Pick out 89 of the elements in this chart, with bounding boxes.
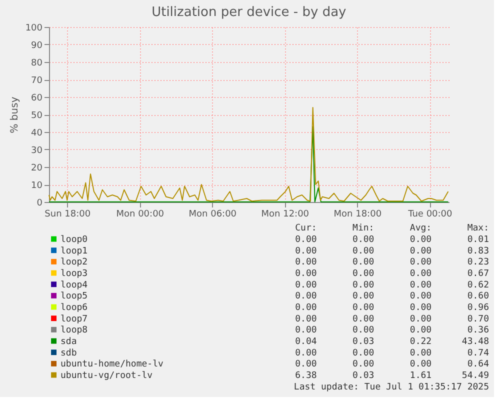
legend-label: loop1 (60, 246, 88, 256)
text: 0.00 (410, 292, 432, 302)
text: 0.70 (467, 314, 489, 324)
text: 0.00 (352, 280, 374, 290)
text: 0.00 (410, 360, 432, 370)
text: 0.62 (467, 280, 489, 290)
x-tick-label: Sun 18:00 (44, 210, 91, 220)
y-tick-label: 70 (31, 76, 43, 86)
legend-label: loop6 (60, 303, 88, 313)
text: 0.00 (352, 314, 374, 324)
text: 0.00 (352, 235, 374, 245)
text: 0.74 (467, 348, 489, 358)
text: 0.00 (410, 235, 432, 245)
y-tick-label: 50 (31, 111, 43, 121)
text: 0.04 (295, 337, 317, 347)
text: 0.00 (295, 348, 317, 358)
text: 0.01 (467, 235, 489, 245)
y-tick-label: 20 (31, 164, 43, 174)
text: 0.00 (352, 269, 374, 279)
text: 0.00 (295, 235, 317, 245)
legend-label: sda (60, 337, 77, 347)
legend-label: loop2 (60, 258, 88, 268)
text: 0.00 (295, 246, 317, 256)
legend-label: sdb (60, 348, 77, 358)
y-tick-label: 90 (31, 41, 43, 51)
x-tick-label: Mon 06:00 (188, 210, 237, 220)
text: 0.00 (295, 292, 317, 302)
x-tick-label: Mon 18:00 (334, 210, 382, 220)
y-tick-label: 30 (31, 146, 43, 156)
y-tick-label: 60 (31, 94, 43, 104)
text: 0.96 (467, 303, 489, 313)
legend-label: loop8 (60, 326, 88, 336)
text: 0.03 (352, 371, 374, 381)
y-tick-label: 40 (31, 128, 43, 138)
text: 0.00 (295, 280, 317, 290)
legend-label: loop7 (60, 314, 88, 324)
text: 0.00 (410, 269, 432, 279)
text: 0.67 (467, 269, 489, 279)
y-tick-label: 0 (36, 198, 43, 208)
y-tick-label: 80 (31, 58, 43, 68)
text: 0.00 (295, 314, 317, 324)
text: 0.00 (410, 303, 432, 313)
text: 0.00 (410, 246, 432, 256)
text: 0.00 (352, 303, 374, 313)
x-tick-label: Mon 12:00 (261, 210, 310, 220)
x-tick-label: Mon 00:00 (116, 210, 164, 220)
text: 0.00 (295, 303, 317, 313)
text: 0.00 (352, 326, 374, 336)
legend-label: loop3 (60, 269, 88, 279)
legend-label: ubuntu-home/home-lv (60, 360, 164, 370)
text: 0.00 (410, 348, 432, 358)
text: 0.00 (352, 360, 374, 370)
text: 0.64 (467, 360, 489, 370)
text: 54.49 (462, 371, 489, 381)
text: 43.48 (462, 337, 489, 347)
text: Cur: (295, 224, 317, 234)
text: 0.83 (467, 246, 489, 256)
legend-label: loop0 (60, 235, 88, 245)
text: 0.00 (295, 269, 317, 279)
text: 0.36 (467, 326, 489, 336)
legend-label: loop4 (60, 280, 88, 290)
text: 0.00 (352, 292, 374, 302)
text: Avg: (410, 224, 432, 234)
text: 1.61 (410, 371, 432, 381)
text: 0.00 (295, 258, 317, 268)
y-tick-label: 100 (25, 24, 43, 34)
x-tick-label: Tue 00:00 (407, 210, 453, 220)
legend-label: loop5 (60, 292, 88, 302)
text: 0.03 (352, 337, 374, 347)
text: 0.00 (410, 314, 432, 324)
text: 0.22 (410, 337, 432, 347)
text: Min: (352, 224, 374, 234)
text: 0.00 (410, 258, 432, 268)
text: 0.60 (467, 292, 489, 302)
text: 0.23 (467, 258, 489, 268)
text: 0.00 (410, 280, 432, 290)
text: 0.00 (295, 360, 317, 370)
chart-title: Utilization per device - by day (152, 5, 347, 20)
y-tick-label: 10 (31, 181, 43, 191)
text: Last update: Tue Jul 1 01:35:17 2025 (294, 382, 489, 392)
text: 6.38 (295, 371, 317, 381)
text: 0.00 (352, 258, 374, 268)
text: 0.00 (352, 246, 374, 256)
legend-label: ubuntu-vg/root-lv (60, 371, 153, 381)
text: 0.00 (295, 326, 317, 336)
y-axis-title: % busy (9, 96, 20, 134)
text: Max: (467, 224, 489, 234)
text: 0.00 (410, 326, 432, 336)
text: 0.00 (352, 348, 374, 358)
